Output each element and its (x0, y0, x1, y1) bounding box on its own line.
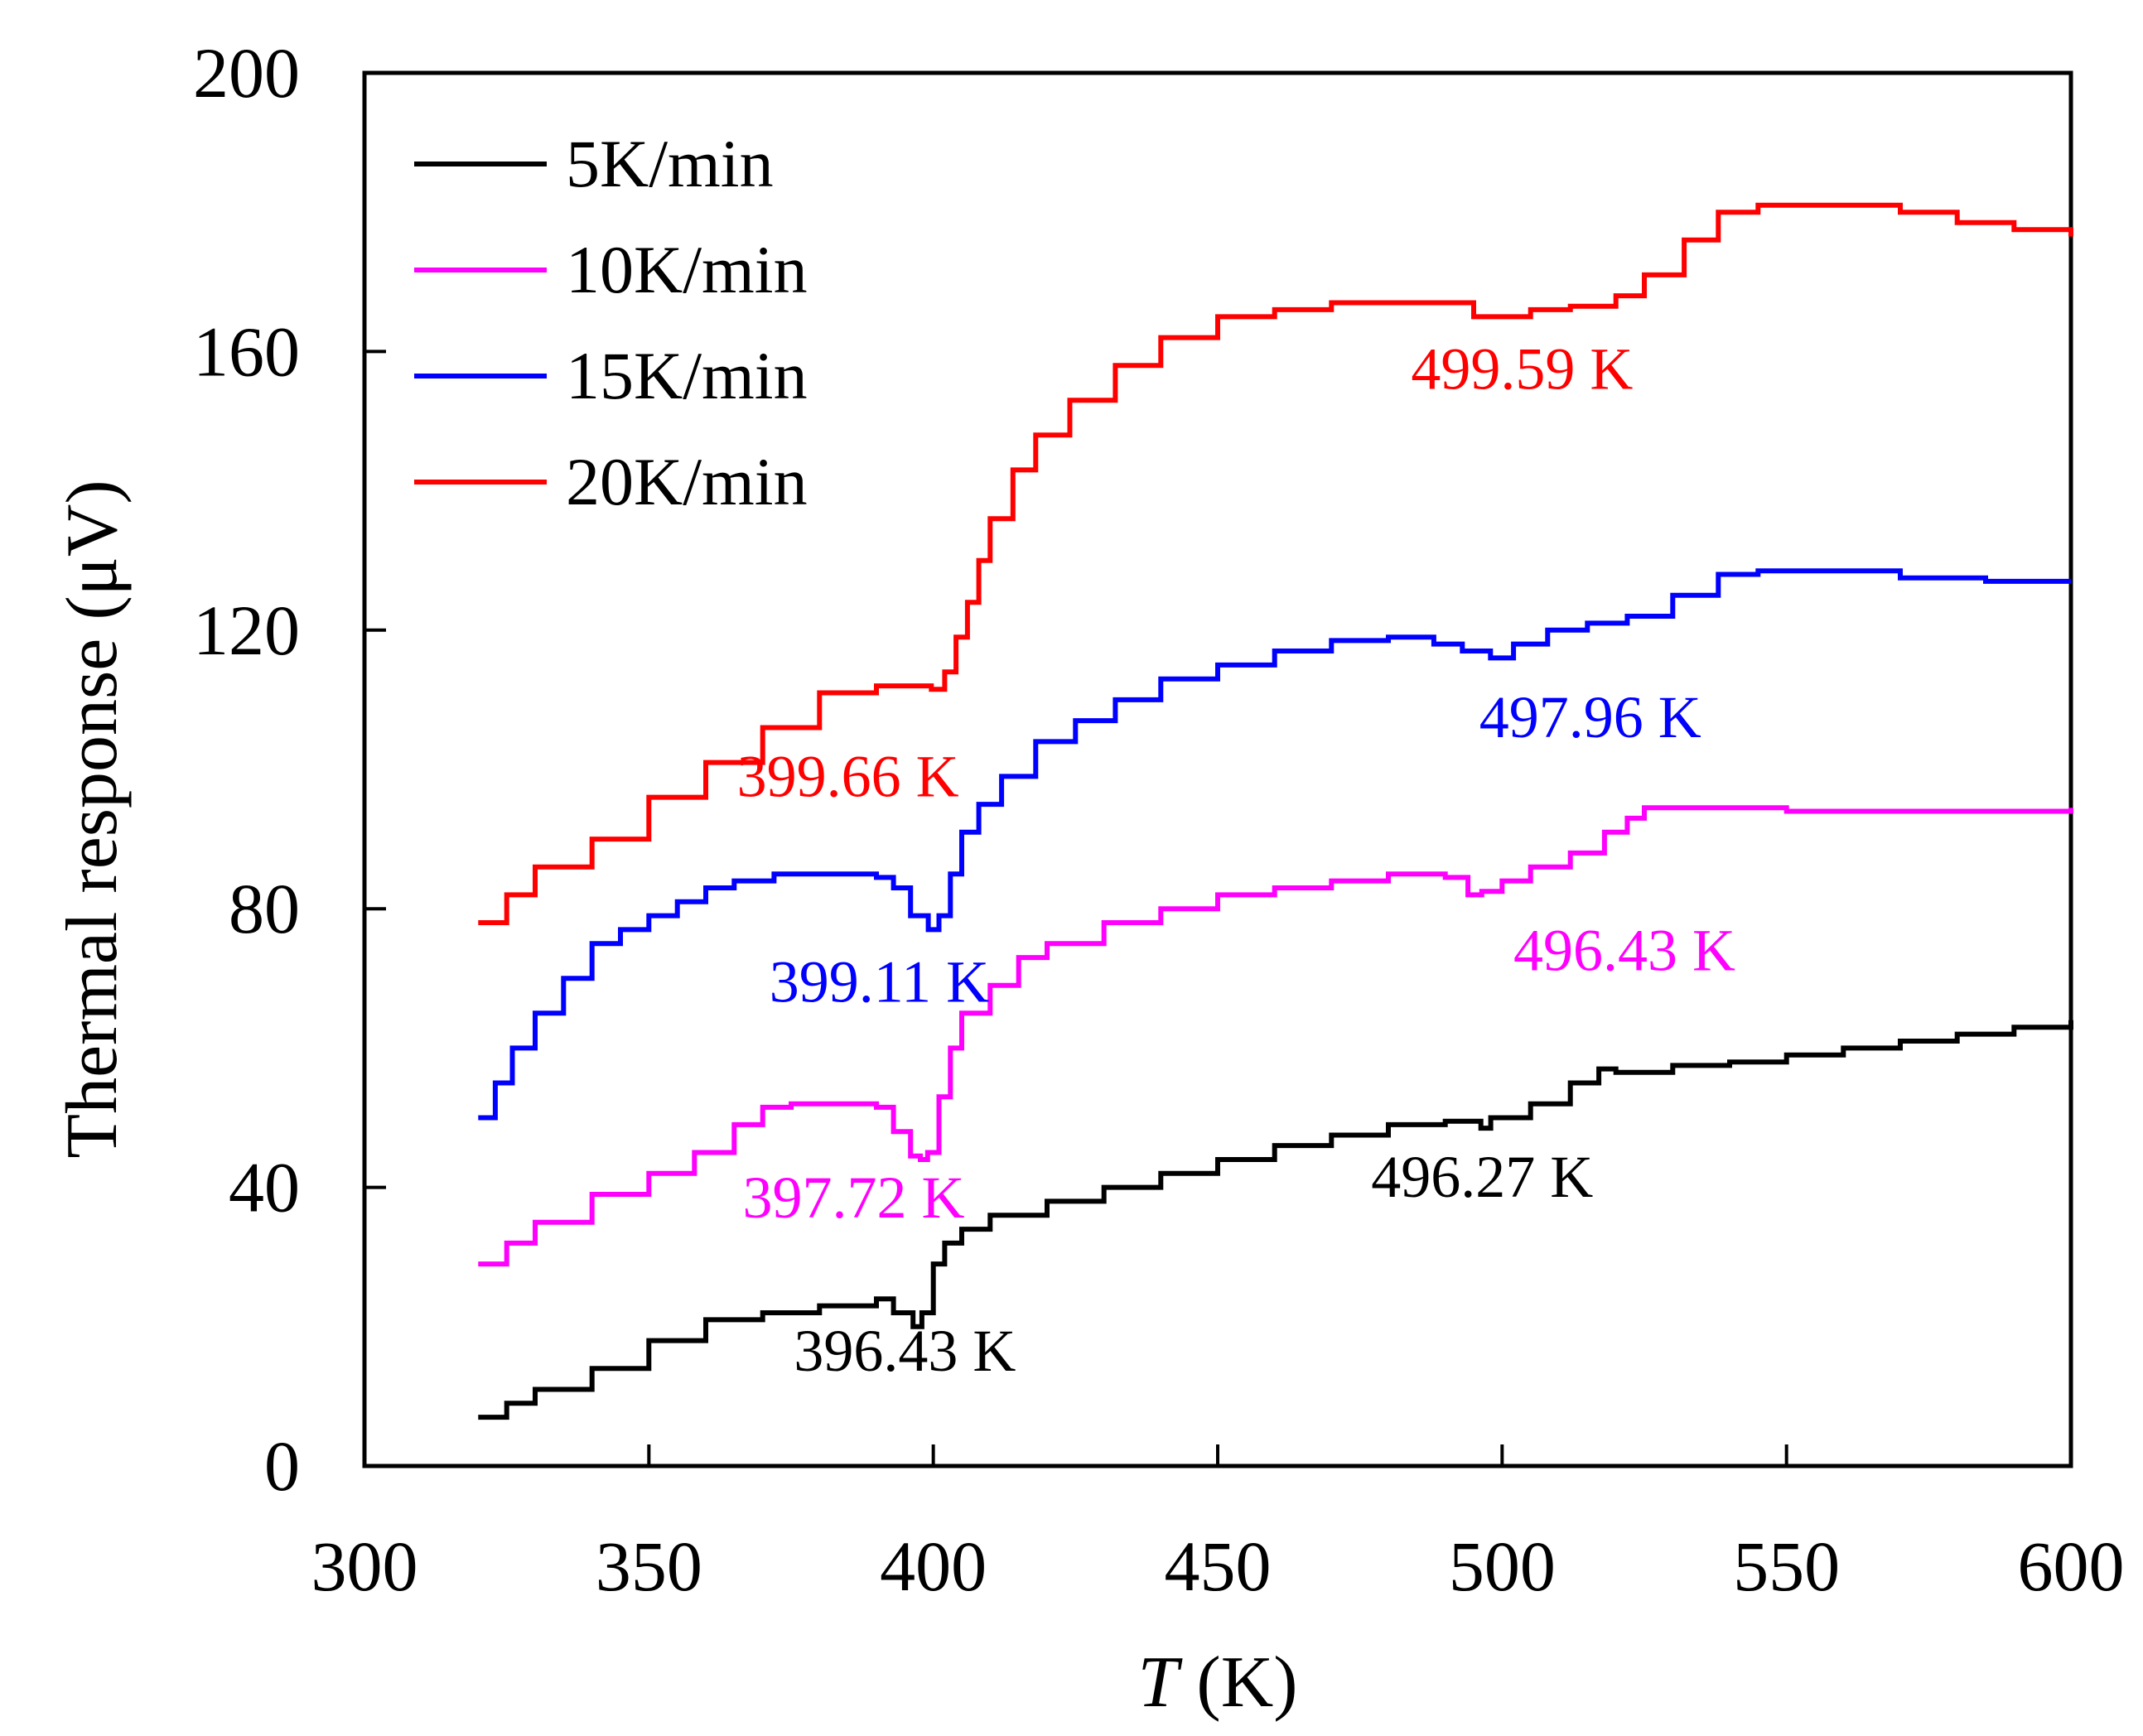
legend: 5K/min 10K/min 15K/min 20K/min (414, 126, 808, 519)
y-tick-label: 80 (229, 869, 300, 948)
series-line-10k-per-min (478, 805, 2073, 1267)
series-line-15k-per-min (478, 568, 2071, 1121)
peak-annotation: 397.72 K (743, 1165, 965, 1231)
peak-annotation: 499.59 K (1411, 335, 1633, 402)
peak-annotation: 496.27 K (1371, 1144, 1593, 1210)
y-tick-label: 200 (193, 33, 300, 113)
x-tick-label: 300 (311, 1526, 418, 1606)
legend-label-20k-per-min: 20K/min (566, 444, 808, 519)
legend-label-5k-per-min: 5K/min (566, 126, 774, 201)
peak-annotation: 396.43 K (794, 1318, 1016, 1384)
y-tick-label: 0 (264, 1426, 300, 1506)
peak-annotation: 496.43 K (1513, 918, 1735, 984)
x-tick-label: 500 (1449, 1526, 1556, 1606)
y-tick-label: 160 (193, 311, 300, 391)
annotation-layer: 396.43 K 496.27 K 397.72 K 496.43 K 399.11 K… (737, 335, 1735, 1384)
y-axis-title: Thermal response (μV) (52, 480, 133, 1158)
axes-layer: 300 350 400 450 500 550 600 0 40 80 120 160 200 (193, 33, 2125, 1606)
x-tick-label: 350 (596, 1526, 702, 1606)
x-tick-label: 550 (1733, 1526, 1840, 1606)
series-layer (478, 202, 2073, 1420)
legend-label-10k-per-min: 10K/min (566, 232, 808, 307)
peak-annotation: 497.96 K (1479, 684, 1701, 750)
y-tick-label: 40 (229, 1148, 300, 1227)
legend-label-15k-per-min: 15K/min (566, 338, 808, 413)
series-line-20k-per-min (478, 202, 2073, 925)
x-axis-title: T (K) (1137, 1642, 1297, 1723)
peak-annotation: 399.66 K (737, 743, 959, 809)
x-tick-label: 400 (880, 1526, 987, 1606)
x-axis-symbol: T (1137, 1642, 1183, 1723)
axis-labels: T (K) Thermal response (μV) (52, 480, 1298, 1723)
peak-annotation: 399.11 K (770, 949, 989, 1015)
x-tick-label: 600 (2018, 1526, 2125, 1606)
y-tick-label: 120 (193, 591, 300, 670)
x-axis-unit: (K) (1178, 1642, 1297, 1723)
series-line-5k-per-min (478, 1020, 2073, 1420)
x-tick-label: 450 (1165, 1526, 1272, 1606)
